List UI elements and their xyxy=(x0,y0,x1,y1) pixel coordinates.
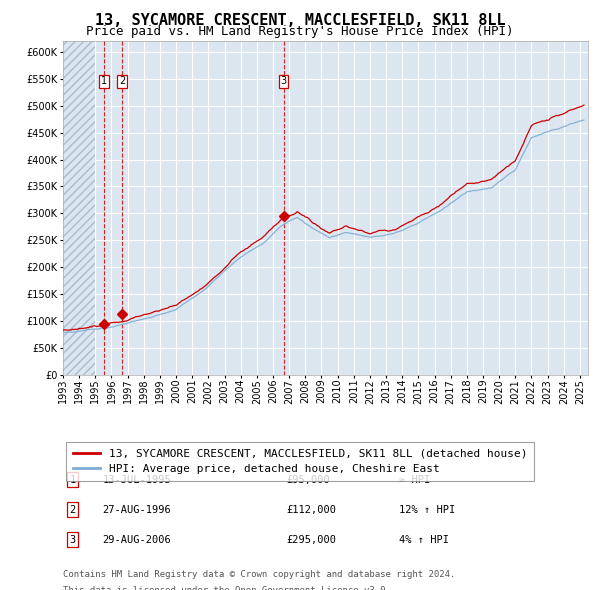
Text: This data is licensed under the Open Government Licence v3.0.: This data is licensed under the Open Gov… xyxy=(63,586,391,590)
Text: 2: 2 xyxy=(70,504,76,514)
Legend: 13, SYCAMORE CRESCENT, MACCLESFIELD, SK11 8LL (detached house), HPI: Average pri: 13, SYCAMORE CRESCENT, MACCLESFIELD, SK1… xyxy=(66,442,535,481)
Text: £295,000: £295,000 xyxy=(286,535,336,545)
Text: £95,000: £95,000 xyxy=(286,475,330,484)
Text: 2: 2 xyxy=(119,76,125,86)
Text: 29-AUG-2006: 29-AUG-2006 xyxy=(103,535,171,545)
Text: 27-AUG-1996: 27-AUG-1996 xyxy=(103,504,171,514)
Text: 1: 1 xyxy=(70,475,76,484)
Bar xyxy=(63,41,95,375)
Text: 13-JUL-1995: 13-JUL-1995 xyxy=(103,475,171,484)
Text: 4% ↑ HPI: 4% ↑ HPI xyxy=(399,535,449,545)
Text: 3: 3 xyxy=(281,76,287,86)
Text: 12% ↑ HPI: 12% ↑ HPI xyxy=(399,504,455,514)
Text: 3: 3 xyxy=(70,535,76,545)
Text: Contains HM Land Registry data © Crown copyright and database right 2024.: Contains HM Land Registry data © Crown c… xyxy=(63,570,455,579)
Text: 1: 1 xyxy=(101,76,107,86)
Text: 13, SYCAMORE CRESCENT, MACCLESFIELD, SK11 8LL: 13, SYCAMORE CRESCENT, MACCLESFIELD, SK1… xyxy=(95,13,505,28)
Text: £112,000: £112,000 xyxy=(286,504,336,514)
Text: Price paid vs. HM Land Registry's House Price Index (HPI): Price paid vs. HM Land Registry's House … xyxy=(86,25,514,38)
Text: ≈ HPI: ≈ HPI xyxy=(399,475,430,484)
